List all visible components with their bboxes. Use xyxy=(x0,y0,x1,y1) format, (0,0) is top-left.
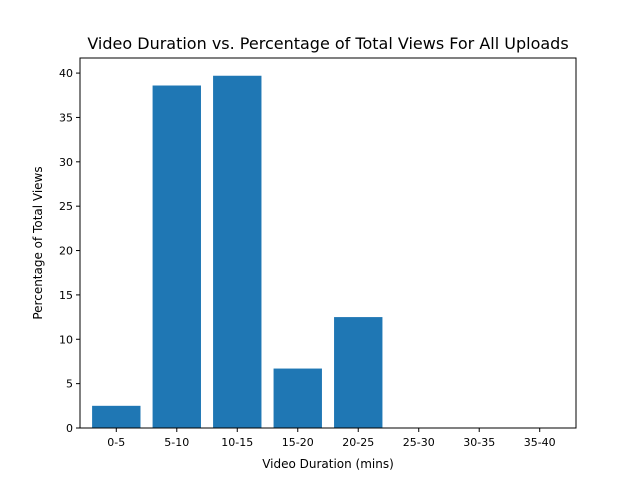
x-tick-label: 0-5 xyxy=(107,436,125,449)
y-tick-label: 35 xyxy=(59,111,73,124)
y-tick-label: 0 xyxy=(66,422,73,435)
y-tick-label: 10 xyxy=(59,333,73,346)
y-ticks-group: 0 5 10 15 20 25 30 35 40 xyxy=(59,67,80,435)
bar-10-15 xyxy=(213,75,262,429)
x-tick-label: 5-10 xyxy=(164,436,189,449)
x-tick-label: 25-30 xyxy=(403,436,435,449)
bar-20-25 xyxy=(334,317,383,428)
bar-15-20 xyxy=(273,368,322,428)
chart-title: Video Duration vs. Percentage of Total V… xyxy=(87,34,568,53)
y-tick-label: 30 xyxy=(59,156,73,169)
x-ticks-group: 0-5 5-10 10-15 15-20 20-25 25-30 30-35 35-40 xyxy=(107,428,556,449)
y-axis-label: Percentage of Total Views xyxy=(31,166,45,319)
bars-group xyxy=(92,75,383,429)
bar-0-5 xyxy=(92,405,141,428)
x-tick-label: 20-25 xyxy=(342,436,374,449)
y-tick-label: 15 xyxy=(59,289,73,302)
y-tick-label: 5 xyxy=(66,378,73,391)
x-tick-label: 15-20 xyxy=(282,436,314,449)
bar-5-10 xyxy=(152,85,201,429)
plot-frame xyxy=(79,57,577,429)
x-axis-label: Video Duration (mins) xyxy=(262,457,394,471)
x-tick-label: 35-40 xyxy=(524,436,556,449)
y-tick-label: 25 xyxy=(59,200,73,213)
y-tick-label: 20 xyxy=(59,245,73,258)
x-tick-label: 10-15 xyxy=(221,436,253,449)
x-tick-label: 30-35 xyxy=(463,436,495,449)
y-tick-label: 40 xyxy=(59,67,73,80)
